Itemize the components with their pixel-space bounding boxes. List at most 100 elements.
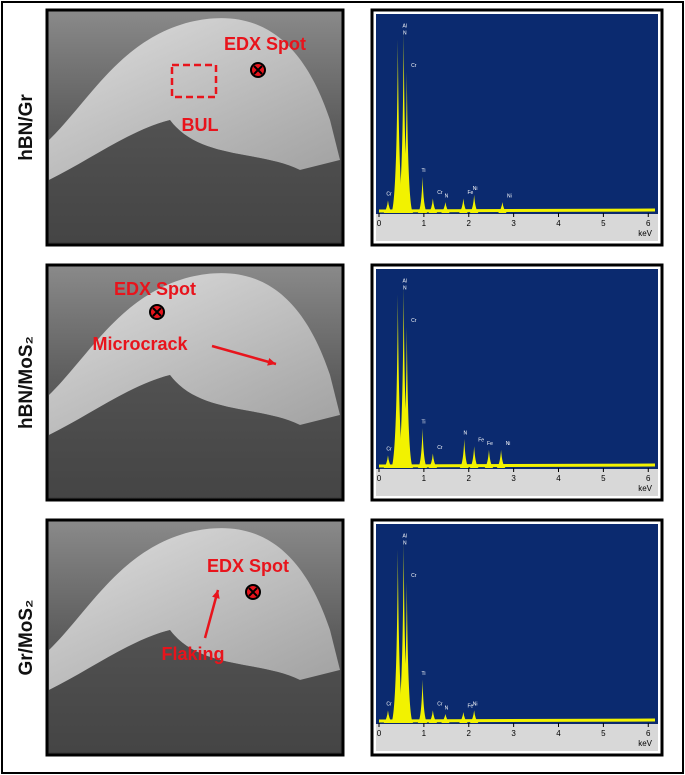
row-label: hBN/Gr [16, 94, 37, 161]
x-tick-label: 4 [556, 729, 561, 738]
row-label: Gr/MoS₂ [16, 600, 37, 676]
x-tick-label: 2 [467, 474, 472, 483]
spectrum-peak [417, 679, 428, 723]
annotation: EDX Spot [207, 556, 289, 576]
peak-label: Ni [507, 193, 512, 199]
spectrum-peak [459, 439, 469, 468]
edx-spot-cross [253, 65, 263, 75]
spectrum-peak [459, 198, 468, 213]
x-tick-label: 2 [467, 219, 472, 228]
x-axis-unit: keV [638, 229, 652, 238]
spectrum-peak [390, 39, 405, 213]
spectrum-plot [376, 14, 658, 214]
spectrum-plot [376, 269, 658, 469]
peak-label: N [403, 286, 407, 292]
peak-label: Cr [386, 192, 392, 198]
spectrum-plot [376, 524, 658, 724]
spectrum-peak [417, 176, 428, 213]
spectrum-axis-strip [376, 469, 658, 496]
x-tick-label: 3 [511, 474, 516, 483]
x-tick-label: 1 [422, 474, 427, 483]
spectrum-peak [469, 446, 479, 468]
x-tick-label: 6 [646, 474, 651, 483]
peak-label: Cr [411, 63, 417, 69]
spectrum-peak [396, 32, 411, 213]
coating-dome [49, 528, 340, 690]
x-tick-label: 0 [377, 219, 382, 228]
row-label: hBN/MoS₂ [16, 336, 37, 429]
peak-label: N [463, 430, 467, 436]
spectrum-peak [383, 200, 393, 213]
peak-label: Cr [411, 318, 417, 324]
x-tick-label: 6 [646, 729, 651, 738]
peak-label: Fe [467, 703, 473, 709]
substrate [49, 375, 340, 497]
arrow [203, 589, 220, 639]
x-tick-label: 0 [377, 474, 382, 483]
annotation: BUL [182, 115, 219, 135]
spectrum-peak [428, 453, 438, 468]
peak-label: Al [402, 23, 406, 29]
x-tick-label: 5 [601, 729, 606, 738]
x-tick-label: 4 [556, 474, 561, 483]
peak-label: Cr [437, 445, 443, 451]
spectrum-peak [428, 198, 438, 213]
peak-label: Fe [478, 438, 484, 444]
spectrum-peak [469, 194, 479, 213]
coating-dome [49, 273, 340, 435]
x-tick-label: 6 [646, 219, 651, 228]
coating-dome [49, 18, 340, 180]
spectrum-peak [498, 202, 507, 213]
peak-label: Ni [473, 702, 478, 708]
x-axis-unit: keV [638, 484, 652, 493]
peak-label: Ti [422, 671, 426, 677]
x-tick-label: 0 [377, 729, 382, 738]
spectrum-peak [383, 455, 393, 468]
peak-label: Cr [386, 702, 392, 708]
peak-label: Al [402, 278, 406, 284]
annotation: Flaking [161, 644, 224, 664]
peak-label: Ti [422, 420, 426, 426]
substrate [49, 120, 340, 242]
x-tick-label: 3 [511, 729, 516, 738]
peak-label: Ni [473, 186, 478, 192]
x-tick-label: 5 [601, 219, 606, 228]
spectrum-peak [484, 449, 494, 468]
spectrum-peak [390, 294, 405, 468]
spectrum-peak [496, 449, 506, 468]
peak-label: Cr [437, 702, 443, 708]
arrow-head [212, 590, 220, 599]
spectrum-peak [390, 549, 405, 723]
peak-label: N [445, 193, 449, 199]
spectrum-peak [400, 71, 414, 213]
arrow [211, 344, 277, 366]
highlight-box [170, 63, 218, 99]
spectrum-peak [396, 287, 411, 468]
spectrum-peak [428, 710, 438, 723]
edx-spot-cross [248, 587, 258, 597]
spectrum-peak [441, 202, 450, 213]
peak-label: Cr [411, 573, 417, 579]
x-axis-unit: keV [638, 739, 652, 748]
spectrum-peak [400, 326, 414, 468]
peak-label: Cr [437, 190, 443, 196]
peak-label: N [403, 31, 407, 37]
peak-label: Fe [467, 190, 473, 196]
x-tick-label: 3 [511, 219, 516, 228]
annotation: EDX Spot [114, 279, 196, 299]
spectrum-peak [417, 428, 428, 468]
spectrum-axis-strip [376, 214, 658, 241]
peak-label: N [445, 705, 449, 711]
x-tick-label: 4 [556, 219, 561, 228]
substrate [49, 630, 340, 752]
spectrum-peak [441, 713, 450, 723]
edx-spot-cross [152, 307, 162, 317]
peak-label: N [403, 541, 407, 547]
spectrum-peak [383, 710, 393, 723]
peak-label: Fe [487, 441, 493, 447]
peak-label: Ti [422, 168, 426, 174]
peak-label: Ni [506, 441, 511, 447]
spectrum-peak [396, 542, 411, 723]
